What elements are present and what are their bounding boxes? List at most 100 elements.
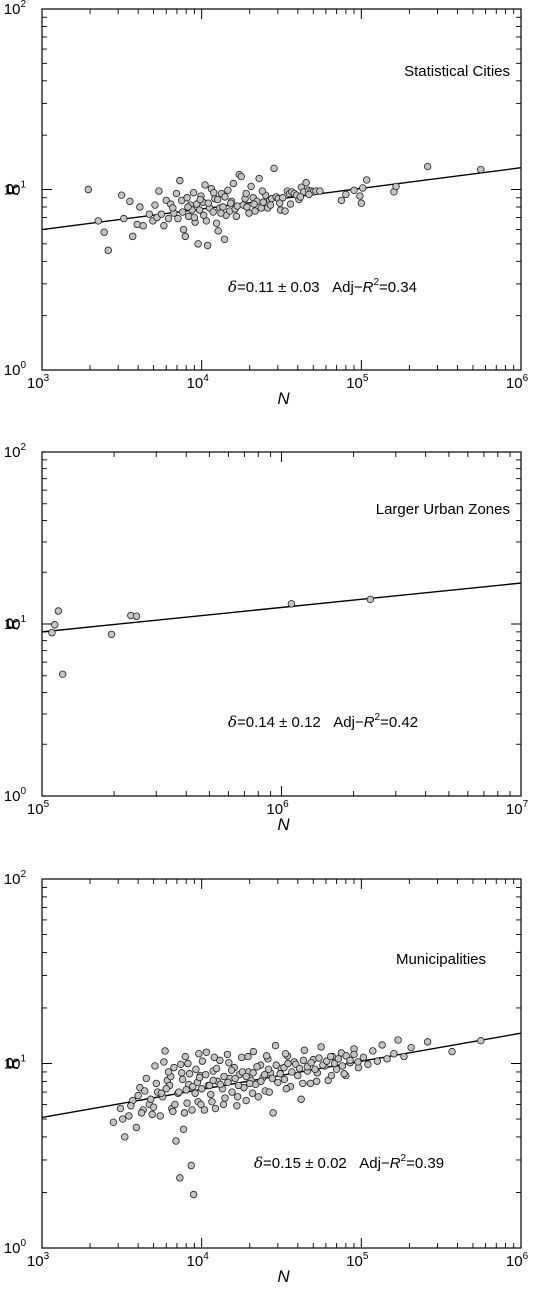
panel-title: Municipalities (396, 951, 486, 968)
y-tick-label: 102 (4, 442, 27, 461)
data-point (132, 1123, 141, 1132)
data-point (259, 198, 267, 206)
data-point (296, 193, 305, 201)
data-point (164, 1068, 173, 1076)
data-point (364, 1060, 372, 1069)
data-point (357, 199, 366, 207)
data-point (172, 189, 181, 198)
data-point (274, 1078, 282, 1087)
data-point (316, 187, 324, 195)
data-point (281, 207, 289, 215)
data-point (129, 232, 137, 241)
data-point (155, 187, 163, 195)
data-point (178, 1069, 186, 1077)
x-axis-label: N (277, 1267, 290, 1286)
panel-title: Statistical Cities (404, 63, 510, 80)
data-point (210, 189, 218, 197)
data-point (179, 225, 188, 234)
data-point (157, 210, 166, 218)
data-point (156, 1112, 164, 1120)
data-point (164, 214, 173, 223)
data-point (327, 1071, 336, 1080)
data-point (157, 1089, 166, 1097)
data-point (184, 1059, 192, 1068)
data-point (200, 1106, 209, 1114)
data-point (245, 209, 253, 217)
data-point (383, 1055, 391, 1063)
data-point (205, 1081, 214, 1090)
data-point (151, 1062, 159, 1070)
data-point (224, 186, 232, 194)
data-point (227, 199, 235, 207)
data-point (217, 209, 225, 217)
data-point (133, 220, 141, 229)
data-point (228, 1088, 236, 1096)
data-point (255, 174, 263, 183)
y-tick-label: 101 (4, 614, 27, 633)
data-point (188, 1106, 196, 1114)
data-point (390, 1050, 398, 1058)
x-axis-label: N (277, 815, 290, 834)
data-point (152, 1079, 161, 1088)
x-tick-label: 106 (506, 373, 529, 392)
y-tick-label: 100 (4, 360, 27, 379)
data-point (137, 1109, 146, 1117)
x-tick-label: 106 (506, 1251, 529, 1270)
data-point (242, 189, 250, 198)
data-point (198, 1057, 207, 1065)
data-point (183, 194, 191, 202)
data-point (373, 1057, 382, 1065)
data-point (203, 241, 212, 250)
data-point (149, 1103, 158, 1111)
data-point (209, 1076, 217, 1085)
x-tick-label: 107 (506, 799, 529, 818)
data-point (148, 1110, 156, 1119)
data-point (334, 1055, 343, 1063)
data-point (184, 203, 192, 211)
x-tick-label: 103 (27, 373, 50, 392)
data-point (248, 1089, 257, 1097)
data-point (244, 1052, 252, 1061)
data-point (209, 208, 217, 216)
data-point (233, 202, 241, 210)
data-point (477, 165, 485, 174)
data-point (268, 1074, 277, 1083)
data-point (169, 1107, 177, 1116)
data-point (233, 1093, 242, 1101)
data-point (132, 612, 141, 620)
data-point (204, 199, 212, 207)
y-tick-label: 102 (4, 0, 27, 18)
data-point (220, 235, 229, 243)
data-point (94, 217, 102, 225)
data-point (249, 1069, 257, 1077)
data-point (179, 1125, 188, 1133)
data-point (187, 1161, 195, 1170)
data-point (223, 1050, 232, 1059)
y-tick-label: 100 (4, 1238, 27, 1257)
data-point (211, 1104, 220, 1113)
data-point (171, 1100, 179, 1109)
x-tick-label: 105 (346, 1251, 369, 1270)
data-point (407, 1043, 415, 1052)
data-point (300, 1046, 309, 1054)
data-point (197, 1100, 205, 1109)
data-point (338, 1062, 347, 1070)
data-point (282, 1085, 291, 1093)
data-point (207, 1090, 215, 1099)
y-tick-label: 101 (4, 180, 27, 199)
panel-larger-urban-zones: 105 106 107 100 101 102 N R Larger Urban Zones δ=… (3, 442, 529, 834)
y-axis-label: R (3, 618, 22, 630)
data-point (147, 1095, 155, 1103)
data-point (342, 190, 350, 199)
data-point (160, 1058, 168, 1066)
data-point (279, 194, 287, 202)
data-point (189, 1082, 197, 1091)
y-axis-label: R (3, 1057, 22, 1069)
data-point (369, 1047, 377, 1055)
data-point (232, 212, 241, 221)
data-point (195, 1073, 204, 1082)
x-tick-label: 105 (346, 373, 369, 392)
data-point (350, 186, 358, 194)
data-point (84, 185, 93, 194)
data-point (178, 208, 187, 216)
